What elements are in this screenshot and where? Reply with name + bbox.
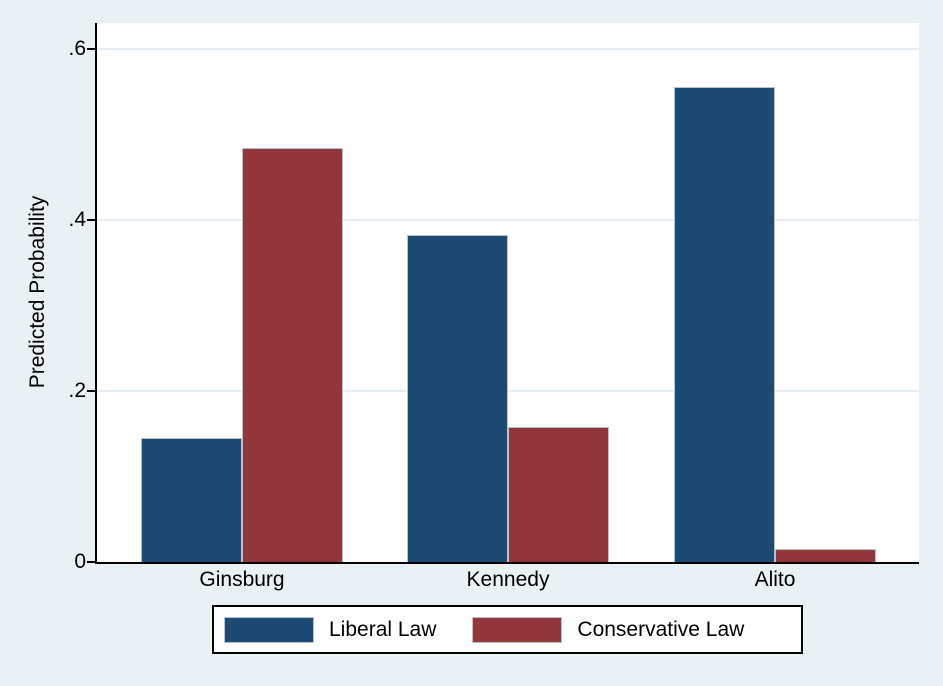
bar-ginsburg-liberal-law <box>141 438 242 562</box>
y-tick-0 <box>87 561 95 563</box>
bar-alito-liberal-law <box>674 87 775 562</box>
legend-label-conservative-law: Conservative Law <box>577 617 745 641</box>
legend: Liberal Law Conservative Law <box>212 605 803 654</box>
legend-item-conservative-law: Conservative Law <box>472 616 745 643</box>
y-tick-6 <box>87 48 95 50</box>
bar-kennedy-conservative-law <box>508 427 609 562</box>
gridline-2 <box>97 390 919 392</box>
bar-kennedy-liberal-law <box>407 235 508 562</box>
x-tick-label-kennedy: Kennedy <box>466 568 550 591</box>
y-tick-label-4: .4 <box>68 208 86 231</box>
y-tick-2 <box>87 390 95 392</box>
y-tick-label-0: 0 <box>74 550 86 573</box>
bar-ginsburg-conservative-law <box>242 148 343 562</box>
y-tick-4 <box>87 219 95 221</box>
legend-item-liberal-law: Liberal Law <box>224 616 437 643</box>
x-axis-line <box>95 562 919 564</box>
gridline-4 <box>97 219 919 221</box>
legend-swatch-conservative-law <box>472 616 563 643</box>
bar-alito-conservative-law <box>775 549 876 562</box>
plot-area <box>97 23 919 562</box>
y-tick-label-2: .2 <box>68 379 86 402</box>
x-tick-label-ginsburg: Ginsburg <box>199 568 285 591</box>
legend-label-liberal-law: Liberal Law <box>329 617 437 641</box>
legend-swatch-liberal-law <box>224 616 314 643</box>
y-tick-label-6: .6 <box>68 37 86 60</box>
y-axis-title: Predicted Probability <box>26 195 49 389</box>
x-tick-label-alito: Alito <box>754 568 796 591</box>
gridline-6 <box>97 48 919 50</box>
y-axis-line <box>95 23 97 564</box>
